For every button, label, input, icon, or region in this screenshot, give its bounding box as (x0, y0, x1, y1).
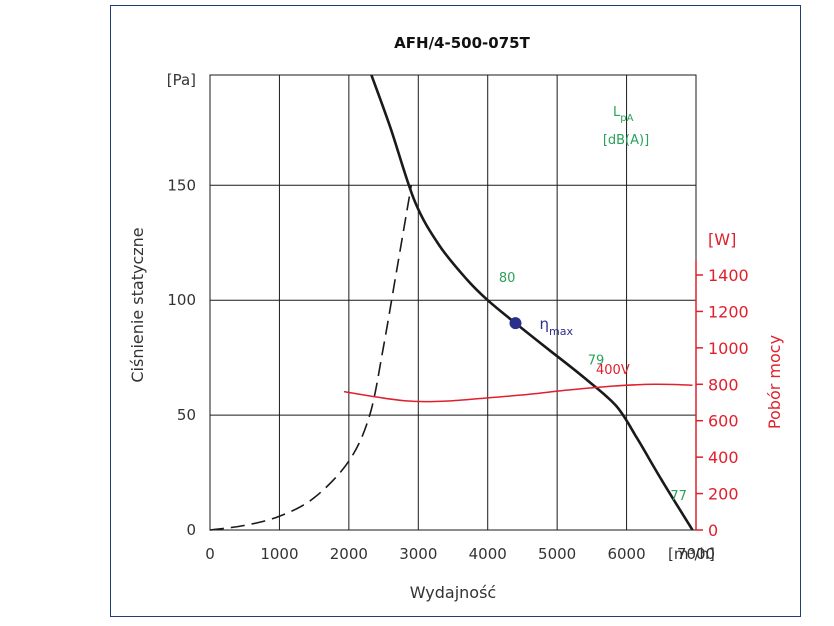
y2-tick-label: 1000 (708, 339, 749, 358)
y2-tick-label: 1200 (708, 302, 749, 321)
y2-tick-labels: 0 200 400 600 800 1000 1200 1400 (696, 266, 749, 540)
y-unit-label: [Pa] (167, 71, 196, 89)
eta-symbol: η (539, 315, 549, 333)
chart-title: AFH/4-500-075T (394, 34, 530, 52)
eta-max-point (509, 317, 522, 330)
x-tick-label: 3000 (399, 545, 437, 563)
y-tick-label: 0 (186, 521, 196, 539)
eta-sub: max (549, 325, 573, 338)
curve-label-400v: 400V (596, 363, 630, 378)
x-tick-label: 7000 (677, 545, 715, 563)
y2-tick-label: 1400 (708, 266, 749, 285)
y2-tick-label: 400 (708, 448, 739, 467)
lpa-sub: pA (620, 113, 633, 124)
y2-unit-label: [W] (708, 230, 736, 249)
x-tick-label: 2000 (330, 545, 368, 563)
y-axis-label: Ciśnienie statyczne (128, 227, 147, 382)
noise-label: 80 (499, 271, 516, 286)
noise-labels: 80 79 77 (499, 271, 687, 504)
y-tick-label: 50 (177, 406, 196, 424)
y2-tick-label: 800 (708, 375, 739, 394)
y2-tick-label: 200 (708, 485, 739, 504)
x-axis-label: Wydajność (410, 583, 496, 602)
chart-frame (110, 5, 801, 617)
lpa-unit: [dB(A)] (603, 133, 649, 148)
eta-max-label: ηmax (539, 315, 573, 338)
series-400V (343, 383, 693, 403)
series-system (210, 185, 413, 531)
x-tick-label: 0 (205, 545, 215, 563)
x-tick-label: 4000 (469, 545, 507, 563)
lpa-label: LpA (613, 105, 634, 124)
y-tick-label: 100 (167, 291, 196, 309)
noise-label: 77 (670, 489, 687, 504)
y-tick-label: 150 (167, 176, 196, 194)
lpa-title: L (613, 105, 621, 120)
x-tick-labels: 0 1000 2000 3000 4000 5000 6000 7000 (205, 545, 715, 563)
x-tick-label: 6000 (607, 545, 645, 563)
y2-axis-label: Pobór mocy (765, 335, 784, 429)
x-tick-label: 1000 (260, 545, 298, 563)
x-tick-label: 5000 (538, 545, 576, 563)
y2-tick-label: 0 (708, 521, 718, 540)
x-unit-label: [m³/h] (668, 545, 715, 563)
y-tick-labels: 0 50 100 150 (167, 176, 196, 539)
y2-tick-label: 600 (708, 412, 739, 431)
noise-label: 79 (588, 354, 605, 369)
